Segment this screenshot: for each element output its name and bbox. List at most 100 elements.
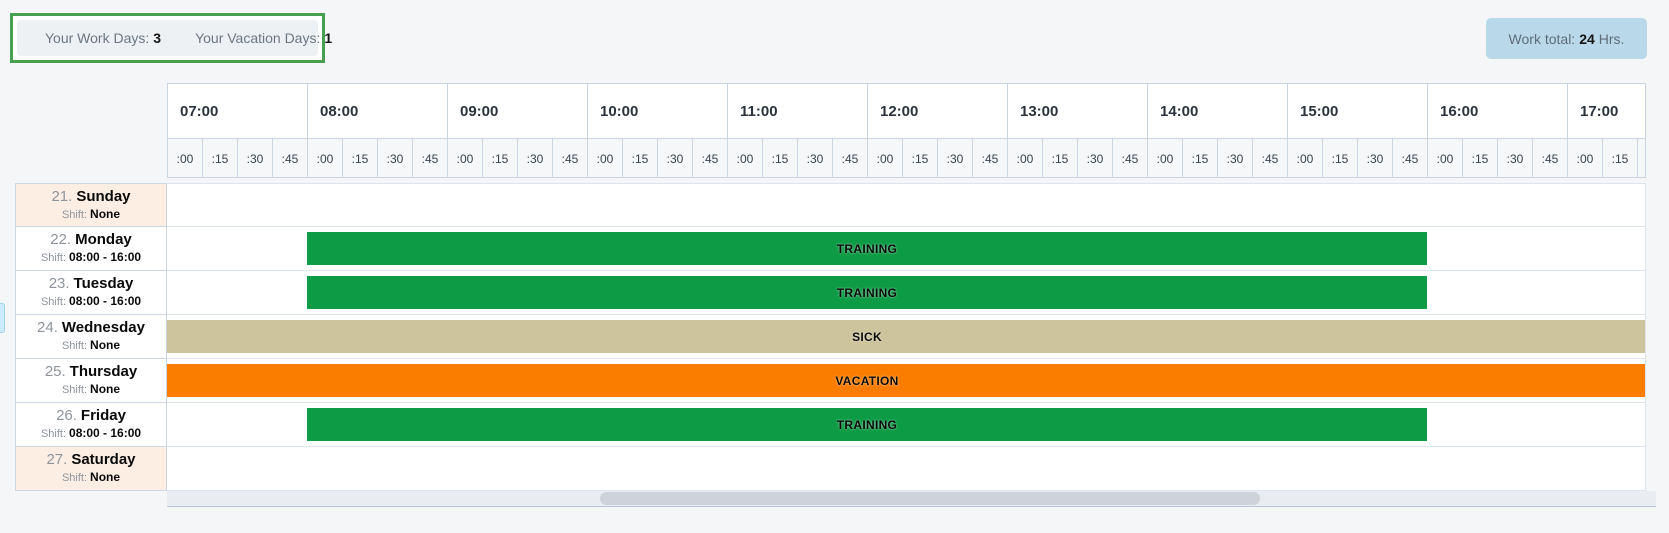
quarter-cell: :45 — [1113, 139, 1148, 177]
day-number: 21. — [51, 187, 73, 205]
hour-cell: 17:00 — [1568, 84, 1645, 138]
day-shift: Shift: 08:00 - 16:00 — [41, 250, 141, 266]
quarter-cell: :45 — [1533, 139, 1568, 177]
day-timeline[interactable]: VACATION — [167, 359, 1646, 403]
day-timeline[interactable] — [167, 447, 1646, 491]
shift-label: Shift: — [61, 208, 88, 221]
day-timeline[interactable]: TRAINING — [167, 227, 1646, 271]
quarter-cell: :45 — [553, 139, 588, 177]
quarter-cell: :15 — [903, 139, 938, 177]
day-label: 27. Saturday Shift: None — [15, 447, 167, 491]
training-bar[interactable]: TRAINING — [307, 408, 1427, 441]
vacation-days-label: Your Vacation Days: — [195, 30, 321, 46]
summary-inner: Your Work Days: 3 Your Vacation Days: 1 — [17, 20, 332, 56]
training-bar[interactable]: TRAINING — [307, 232, 1427, 265]
day-number: 23. — [48, 275, 70, 293]
quarter-cell: :45 — [273, 139, 308, 177]
quarter-cell: :15 — [1463, 139, 1498, 177]
shift-value: None — [90, 338, 121, 352]
day-timeline[interactable]: TRAINING — [167, 271, 1646, 315]
day-label: 24. Wednesday Shift: None — [15, 315, 167, 359]
day-title: 22. Monday — [50, 231, 132, 250]
bar-label: TRAINING — [836, 285, 898, 300]
work-days-summary: Your Work Days: 3 — [45, 30, 161, 46]
day-name: Saturday — [71, 451, 136, 469]
work-days-label: Your Work Days: — [45, 30, 150, 46]
day-label: 21. Sunday Shift: None — [15, 183, 167, 227]
quarter-cell: :00 — [168, 139, 203, 177]
quarter-cell: :45 — [1253, 139, 1288, 177]
day-timeline[interactable]: TRAINING — [167, 403, 1646, 447]
hour-row: 07:00 08:00 09:00 10:00 11:00 12:00 13:00 14:00… — [168, 84, 1645, 139]
horizontal-scrollbar-thumb[interactable] — [600, 492, 1260, 505]
work-total-badge: Work total: 24 Hrs. — [1486, 18, 1647, 59]
day-number: 24. — [37, 319, 58, 337]
quarter-cell: :00 — [728, 139, 763, 177]
day-name: Wednesday — [61, 319, 145, 337]
hour-cell: 09:00 — [448, 84, 588, 138]
quarter-cell: :30 — [238, 139, 273, 177]
day-shift: Shift: None — [62, 470, 120, 486]
day-name: Friday — [80, 407, 126, 425]
day-number: 22. — [50, 231, 72, 249]
quarter-cell: :45 — [973, 139, 1008, 177]
schedule-row: 25. Thursday Shift: None VACATION — [15, 359, 1646, 403]
day-timeline[interactable]: SICK — [167, 315, 1646, 359]
quarter-cell: :30 — [518, 139, 553, 177]
day-number: 26. — [56, 407, 77, 425]
shift-value: None — [90, 206, 121, 221]
left-edge-handle[interactable] — [0, 303, 5, 333]
shift-value: 08:00 - 16:00 — [69, 294, 142, 308]
work-total-label: Work total: — [1508, 30, 1576, 47]
quarter-row: :00:15:30:45:00:15:30:45:00:15:30:45:00:… — [168, 139, 1645, 177]
vacation-bar[interactable]: VACATION — [167, 364, 1645, 397]
quarter-cell: :00 — [1008, 139, 1043, 177]
quarter-cell: :00 — [588, 139, 623, 177]
quarter-cell: :00 — [1148, 139, 1183, 177]
quarter-cell: :00 — [308, 139, 343, 177]
training-bar[interactable]: TRAINING — [307, 276, 1427, 309]
hour-cell: 10:00 — [588, 84, 728, 138]
day-shift: Shift: None — [62, 207, 120, 223]
day-name: Tuesday — [73, 275, 134, 293]
quarter-cell: :00 — [448, 139, 483, 177]
day-title: 25. Thursday — [45, 363, 137, 382]
horizontal-scrollbar-track[interactable] — [167, 491, 1656, 507]
work-total-value: 24 — [1579, 30, 1595, 47]
day-label: 22. Monday Shift: 08:00 - 16:00 — [15, 227, 167, 271]
hour-cell: 12:00 — [868, 84, 1008, 138]
day-shift: Shift: 08:00 - 16:00 — [41, 426, 141, 442]
timeline-header: 07:00 08:00 09:00 10:00 11:00 12:00 13:00 14:00… — [167, 83, 1646, 178]
quarter-cell: :45 — [1393, 139, 1428, 177]
hour-cell: 13:00 — [1008, 84, 1148, 138]
sick-bar[interactable]: SICK — [167, 320, 1645, 353]
shift-value: None — [90, 470, 121, 484]
hour-cell: 11:00 — [728, 84, 868, 138]
quarter-cell: :00 — [1288, 139, 1323, 177]
day-number: 25. — [44, 363, 66, 381]
quarter-cell: :15 — [1323, 139, 1358, 177]
day-title: 24. Wednesday — [37, 319, 145, 338]
quarter-cell: :45 — [833, 139, 868, 177]
hour-cell: 16:00 — [1428, 84, 1568, 138]
quarter-cell: :30 — [378, 139, 413, 177]
bar-label: TRAINING — [836, 417, 898, 432]
day-title: 26. Friday — [56, 407, 126, 426]
quarter-cell: :30 — [1218, 139, 1253, 177]
day-label: 26. Friday Shift: 08:00 - 16:00 — [15, 403, 167, 447]
shift-label: Shift: — [61, 340, 88, 352]
day-title: 27. Saturday — [46, 451, 135, 470]
day-timeline[interactable] — [167, 183, 1646, 227]
quarter-cell: :15 — [1043, 139, 1078, 177]
quarter-cell: :15 — [763, 139, 798, 177]
day-name: Sunday — [76, 187, 131, 205]
bar-label: VACATION — [835, 373, 899, 388]
hour-cell: 15:00 — [1288, 84, 1428, 138]
shift-label: Shift: — [40, 252, 67, 264]
shift-value: 08:00 - 16:00 — [69, 426, 142, 440]
bar-label: SICK — [852, 329, 882, 344]
quarter-cell: :30 — [1358, 139, 1393, 177]
schedule-row: 22. Monday Shift: 08:00 - 16:00 TRAINING — [15, 227, 1646, 271]
quarter-cell: :15 — [1183, 139, 1218, 177]
day-title: 23. Tuesday — [49, 275, 134, 294]
